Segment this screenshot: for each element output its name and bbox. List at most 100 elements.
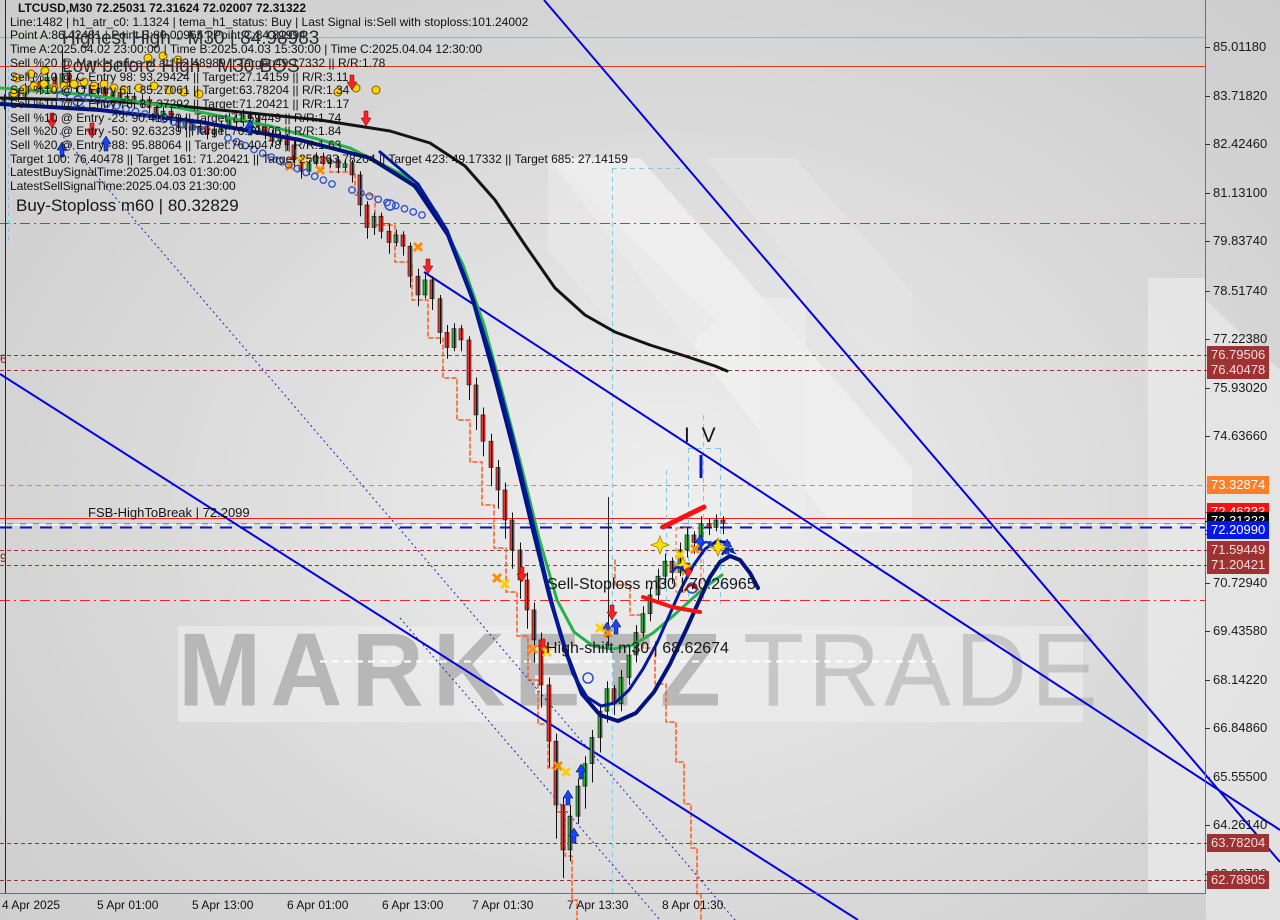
signal-dot-icon xyxy=(179,87,189,97)
bead-chain-dot-icon xyxy=(141,110,149,118)
bead-chain-dot-icon xyxy=(179,120,187,129)
signal-dot-icon xyxy=(89,81,99,91)
signal-dot-icon xyxy=(29,81,39,91)
x-mark-icon xyxy=(527,643,539,655)
signal-dot-icon xyxy=(12,73,22,83)
turn-arrow-icon xyxy=(720,547,737,556)
bead-chain-dot-icon xyxy=(112,102,121,110)
bead-chain-dot-icon xyxy=(241,141,250,150)
signal-dot-icon xyxy=(59,81,69,91)
red-signal-segment xyxy=(660,504,707,530)
bead-chain-dot-icon xyxy=(169,118,178,126)
candlesticks xyxy=(1,73,726,851)
signal-dot-icon xyxy=(79,77,89,87)
signal-dot-icon xyxy=(109,83,119,93)
bead-chain-dot-icon xyxy=(267,153,276,162)
x-mark-icon xyxy=(552,760,564,772)
sell-arrow-icon xyxy=(422,258,434,275)
x-mark-icon xyxy=(541,646,553,658)
ma-navy-fast xyxy=(378,150,731,708)
bead-chain-dot-icon xyxy=(188,123,197,132)
signal-dot-icon xyxy=(119,85,129,95)
turn-arrow-icon xyxy=(698,540,715,549)
signal-dot-icon xyxy=(333,87,343,97)
signal-dot-icon xyxy=(9,88,19,98)
turn-arrow-icon xyxy=(683,583,700,592)
bead-chain-dot-icon xyxy=(293,164,302,173)
bead-chain-dot-icon xyxy=(93,96,102,105)
signal-dot-icon xyxy=(149,81,159,91)
sell-arrow-icon xyxy=(86,122,98,139)
bead-chain-dot-icon xyxy=(250,145,258,154)
bead-chain-dot-icon xyxy=(224,134,232,142)
buy-arrow-icon xyxy=(562,789,574,806)
bead-chain-dot-icon xyxy=(356,189,365,198)
sell-arrow-icon xyxy=(46,112,58,129)
x-mark-icon xyxy=(499,578,511,590)
entry-ring-icon xyxy=(72,95,84,107)
trendline xyxy=(0,373,859,920)
brand-watermark-right: TRADE xyxy=(742,611,1102,729)
bead-chain-dot-icon xyxy=(383,198,391,207)
signal-dot-icon xyxy=(19,84,29,94)
bead-chain-dot-icon xyxy=(276,157,284,165)
buy-arrow-icon xyxy=(610,618,622,635)
signal-dot-icon xyxy=(173,55,183,65)
bead-chain-dot-icon xyxy=(84,94,92,102)
bead-chain-dot-icon xyxy=(232,137,241,146)
red-signal-segment xyxy=(641,595,702,614)
signal-dot-icon xyxy=(26,69,36,79)
signal-dot-icon xyxy=(39,79,49,89)
sell-arrow-icon xyxy=(346,74,358,91)
bead-chain-dot-icon xyxy=(348,186,356,194)
bead-chain-dot-icon xyxy=(284,160,293,169)
signal-dot-icon xyxy=(143,53,153,63)
signal-dot-icon xyxy=(134,83,144,93)
signal-dot-icon xyxy=(164,85,174,95)
x-mark-icon xyxy=(412,241,424,253)
bead-chain-dot-icon xyxy=(103,99,111,108)
x-mark-icon xyxy=(689,543,701,555)
buy-arrow-icon xyxy=(575,763,587,780)
star-marker-icon xyxy=(649,534,671,556)
x-mark-icon xyxy=(491,572,503,584)
bead-chain-dot-icon xyxy=(400,204,409,213)
signal-dot-icon xyxy=(40,66,50,76)
x-mark-icon xyxy=(674,549,686,561)
trendline xyxy=(543,0,1280,863)
bead-chain-dot-icon xyxy=(131,107,140,116)
sell-arrow-icon xyxy=(606,604,618,621)
bead-chain-dot-icon xyxy=(198,126,206,134)
buy-arrow-icon xyxy=(244,119,256,136)
x-mark-icon xyxy=(284,160,296,172)
ma-green xyxy=(0,86,724,651)
bead-chain-dot-icon xyxy=(409,207,418,216)
sell-arrow-icon xyxy=(537,638,549,655)
bead-chain-dot-icon xyxy=(374,195,383,204)
signal-dot-icon xyxy=(158,51,168,61)
bead-chain-dot-icon xyxy=(122,104,130,113)
signal-dot-icon xyxy=(194,89,204,99)
star-marker-icon xyxy=(707,536,729,558)
entry-ring-icon xyxy=(56,90,68,102)
bead-chain-dot-icon xyxy=(160,115,168,124)
trendline xyxy=(399,617,661,920)
signal-dot-icon xyxy=(371,85,381,95)
bead-chain-dot-icon xyxy=(302,168,310,177)
bead-chain-dot-icon xyxy=(150,112,159,121)
entry-ring-icon xyxy=(582,672,594,684)
bead-chain-dot-icon xyxy=(328,180,336,188)
bead-chain-dot-icon xyxy=(319,176,328,185)
buy-arrow-icon xyxy=(56,141,68,158)
signal-dot-icon xyxy=(99,79,109,89)
turn-arrow-icon xyxy=(670,565,687,574)
ma-black xyxy=(0,96,729,373)
x-mark-icon xyxy=(560,766,572,778)
x-mark-icon xyxy=(602,627,614,639)
trendline xyxy=(423,271,1280,831)
x-mark-icon xyxy=(594,622,606,634)
sell-arrow-icon xyxy=(516,566,528,583)
bead-chain-dot-icon xyxy=(418,211,426,219)
bead-chain-dot-icon xyxy=(391,201,400,210)
